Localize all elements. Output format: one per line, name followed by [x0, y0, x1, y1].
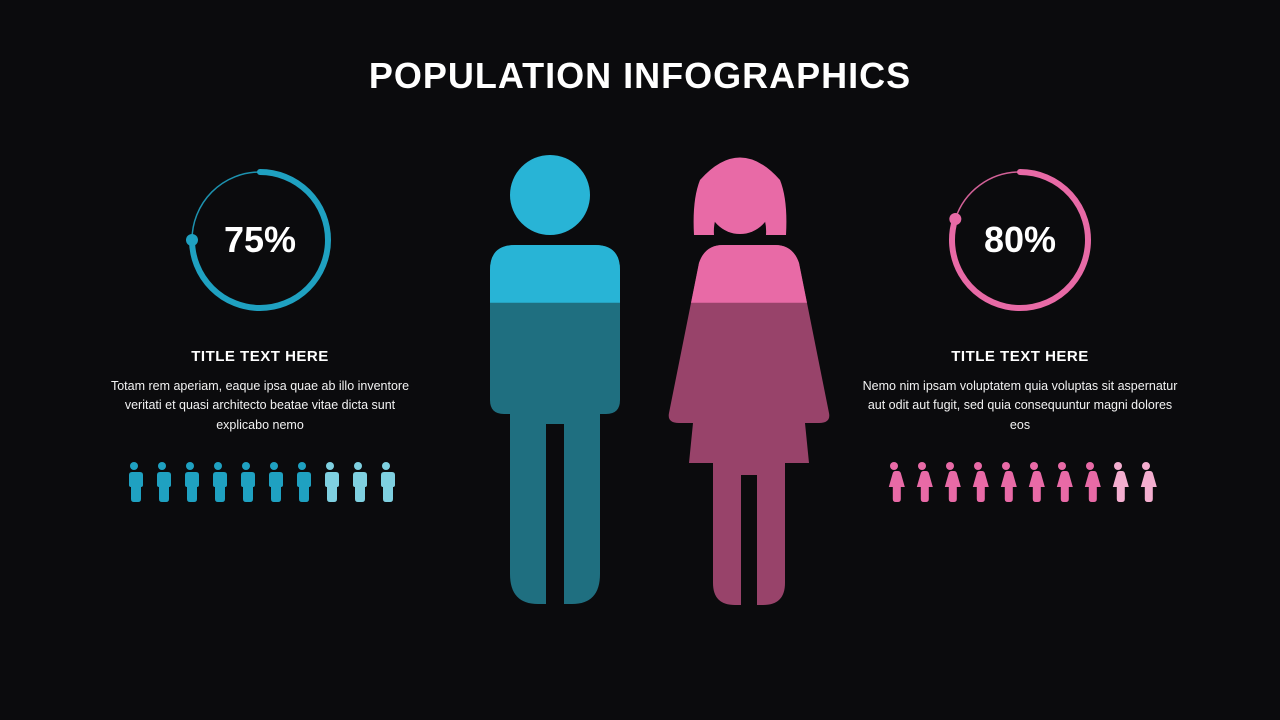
male-mini-icon [318, 461, 342, 503]
female-mini-icon [966, 461, 990, 503]
male-figure-icon [460, 150, 640, 610]
page-title: POPULATION INFOGRAPHICS [0, 55, 1280, 97]
male-mini-icon [290, 461, 314, 503]
female-mini-icon [1134, 461, 1158, 503]
female-panel: 80% TITLE TEXT HERE Nemo nim ipsam volup… [855, 160, 1185, 503]
female-mini-icon [1078, 461, 1102, 503]
female-body-text: Nemo nim ipsam voluptatem quia voluptas … [855, 377, 1185, 435]
female-ring-label: 80% [940, 160, 1100, 320]
male-mini-icon [374, 461, 398, 503]
male-subtitle: TITLE TEXT HERE [95, 348, 425, 365]
male-mini-icon [234, 461, 258, 503]
male-mini-icon [206, 461, 230, 503]
male-mini-icon [150, 461, 174, 503]
male-mini-icon [262, 461, 286, 503]
male-mini-icon [346, 461, 370, 503]
female-mini-icon [910, 461, 934, 503]
female-people-row [855, 461, 1185, 503]
male-people-row [95, 461, 425, 503]
male-body-text: Totam rem aperiam, eaque ipsa quae ab il… [95, 377, 425, 435]
female-mini-icon [882, 461, 906, 503]
female-mini-icon [1022, 461, 1046, 503]
female-progress-ring: 80% [940, 160, 1100, 320]
female-mini-icon [994, 461, 1018, 503]
female-figure-icon [650, 150, 830, 610]
female-mini-icon [1050, 461, 1074, 503]
male-mini-icon [178, 461, 202, 503]
center-figures [455, 150, 835, 610]
female-subtitle: TITLE TEXT HERE [855, 348, 1185, 365]
female-mini-icon [938, 461, 962, 503]
female-mini-icon [1106, 461, 1130, 503]
male-progress-ring: 75% [180, 160, 340, 320]
male-ring-label: 75% [180, 160, 340, 320]
male-mini-icon [122, 461, 146, 503]
male-panel: 75% TITLE TEXT HERE Totam rem aperiam, e… [95, 160, 425, 503]
